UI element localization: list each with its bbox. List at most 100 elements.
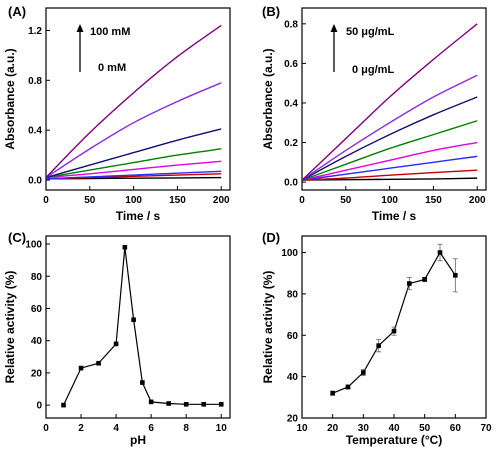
panel-d-data-point [361, 370, 366, 375]
panel-c-data-point [122, 244, 128, 250]
panel-a-ytick-label: 0.8 [28, 76, 42, 87]
panel-c-xtick-label: 8 [183, 423, 189, 434]
panel-b: (B) 0 50 100 150 200 0.0 0.2 0.4 0.6 0.8 50 μg/mL… [261, 4, 487, 223]
panel-c-data-point [148, 399, 154, 405]
panel-d-ytick-label: 40 [287, 372, 299, 383]
panel-d-xtick-label: 20 [327, 423, 339, 434]
panel-b-xtick-label: 50 [340, 195, 352, 206]
panel-d-ytick-label: 60 [287, 331, 299, 342]
panel-b-arrow-head [330, 24, 338, 32]
panel-c-xtick-label: 6 [148, 423, 154, 434]
panel-b-series-line-5 [301, 120, 478, 181]
panel-a-series-line-7 [45, 82, 222, 179]
panel-b-series [301, 23, 478, 181]
panel-b-ytick-label: 0.4 [284, 98, 298, 109]
panel-d-data-point [422, 277, 427, 282]
panel-d-data-point [437, 250, 443, 255]
panel-d-series [330, 243, 458, 396]
panel-d-data-point [391, 328, 397, 334]
panel-a-xtick-label: 150 [169, 195, 186, 206]
panel-a-series-line-8 [45, 24, 222, 179]
panel-b-annot-low: 0 μg/mL [352, 64, 394, 76]
panel-c-frame [45, 235, 231, 419]
panel-c-ytick-label: 20 [31, 368, 43, 379]
panel-c-data-point [166, 401, 171, 406]
panel-b-frame [301, 7, 487, 191]
panel-a-series-line-3 [45, 170, 222, 180]
panel-b-ytick-label: 0.0 [284, 178, 298, 189]
panel-c-xtick-label: 2 [78, 423, 84, 434]
panel-b-xtick-label: 200 [469, 195, 486, 206]
panel-b-series-line-6 [301, 96, 478, 181]
panel-c-data-point [113, 341, 119, 347]
panel-d-ylabel: Relative activity (%) [261, 271, 275, 384]
panel-c-ylabel: Relative activity (%) [3, 271, 17, 384]
panel-a-xlabel: Time / s [116, 209, 161, 223]
panel-a-ytick-label: 1.2 [28, 26, 42, 37]
panel-a-xtick-label: 0 [43, 195, 49, 206]
panel-d-xtick-label: 50 [419, 423, 431, 434]
panel-c-series-line-1 [62, 247, 222, 406]
panel-c-ytick-label: 100 [25, 240, 42, 251]
panel-a-frame [45, 7, 231, 191]
panel-a-arrow-head [76, 24, 84, 32]
panel-c-ytick-label: 60 [31, 304, 43, 315]
panel-a-ytick-label: 0.0 [28, 176, 42, 187]
panel-c-ytick-label: 80 [31, 272, 43, 283]
panel-c-ytick-label: 40 [31, 336, 43, 347]
panel-a-xtick-label: 50 [84, 195, 96, 206]
panel-a-series-line-4 [45, 160, 222, 179]
panel-c-xlabel: pH [130, 433, 146, 447]
panel-a-ytick-label: 0.4 [28, 126, 42, 137]
panel-d-xtick-label: 70 [480, 423, 492, 434]
panel-a-series-line-6 [45, 128, 222, 179]
panel-b-tag: (B) [262, 4, 280, 19]
panel-c-data-point [140, 380, 145, 385]
panel-b-xtick-label: 100 [381, 195, 398, 206]
panel-a-ticks: 0 50 100 150 200 0.0 0.4 0.8 1.2 [28, 26, 230, 206]
panel-a-tag: (A) [8, 4, 26, 19]
panel-d-xtick-label: 30 [358, 423, 370, 434]
panel-a-xtick-label: 100 [125, 195, 142, 206]
panel-a: (A) 0 50 100 150 200 0.0 0.4 0.8 1.2 100 mM 0 mM… [3, 4, 231, 223]
panel-b-series-line-4 [301, 141, 478, 181]
panel-c-ytick-label: 0 [36, 401, 42, 412]
panel-c-xtick-label: 4 [113, 423, 119, 434]
panel-d-series-line-1 [332, 251, 456, 394]
panel-d-xlabel: Temperature (°C) [346, 433, 443, 447]
panel-b-ytick-label: 0.6 [284, 59, 298, 70]
panel-b-xtick-label: 150 [425, 195, 442, 206]
panel-d-data-point [345, 384, 351, 390]
panel-c-xtick-label: 0 [43, 423, 49, 434]
panel-c-data-point [131, 317, 136, 323]
panel-c-xtick-label: 10 [216, 423, 228, 434]
panel-b-ylabel: Absorbance (a.u.) [261, 48, 275, 149]
panel-b-series-line-7 [301, 74, 478, 181]
panel-c-data-point [201, 402, 207, 407]
panel-c-data-point [78, 365, 84, 371]
panel-c-data-point [218, 402, 224, 407]
panel-a-annot-low: 0 mM [98, 62, 126, 74]
panel-d-ytick-label: 80 [287, 289, 299, 300]
panel-b-ytick-label: 0.2 [284, 138, 298, 149]
panel-d-xtick-label: 40 [388, 423, 400, 434]
panel-c-data-point [96, 360, 101, 366]
panel-b-series-line-3 [301, 155, 478, 181]
panel-c-data-point [61, 402, 66, 408]
panel-b-series-line-1 [301, 177, 478, 181]
panel-d-data-point [407, 281, 412, 286]
panel-a-ylabel: Absorbance (a.u.) [3, 48, 17, 149]
panel-c-series [61, 244, 224, 408]
panel-d-data-point [330, 390, 335, 396]
panel-d-xtick-label: 60 [450, 423, 462, 434]
panel-b-ytick-label: 0.8 [284, 19, 298, 30]
panel-c-tag: (C) [8, 230, 26, 245]
panel-b-ticks: 0 50 100 150 200 0.0 0.2 0.4 0.6 0.8 [284, 19, 486, 206]
panel-d-data-point [376, 343, 381, 348]
panel-d-data-point [453, 272, 458, 278]
